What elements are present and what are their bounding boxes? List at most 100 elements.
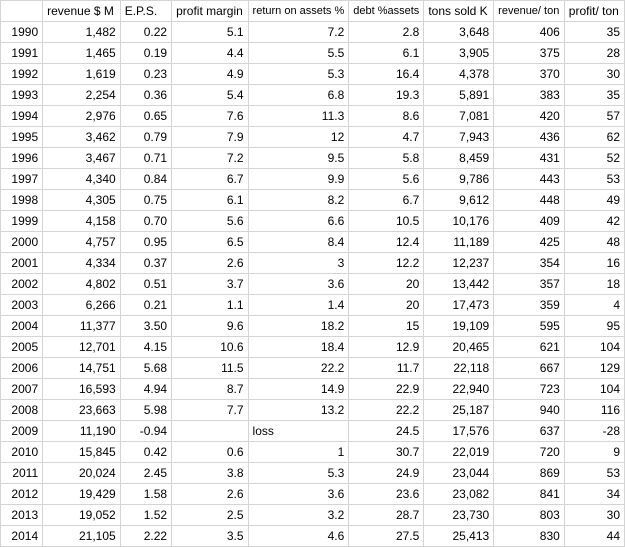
cell-eps: 0.70	[120, 211, 171, 232]
cell-revenue: 4,340	[43, 169, 121, 190]
cell-year: 2005	[1, 337, 43, 358]
cell-tons_sold_k: 8,459	[424, 148, 494, 169]
cell-revenue: 4,334	[43, 253, 121, 274]
cell-revenue: 16,593	[43, 379, 121, 400]
header-debt-pct-assets: debt %assets	[349, 1, 424, 22]
cell-revenue: 23,663	[43, 400, 121, 421]
cell-revenue_per_ton: 803	[494, 505, 565, 526]
cell-profit_per_ton: 57	[564, 106, 624, 127]
cell-profit_margin: 7.7	[172, 400, 248, 421]
table-row: 200823,6635.987.713.222.225,187940116	[1, 400, 625, 421]
cell-tons_sold_k: 23,730	[424, 505, 494, 526]
cell-revenue_per_ton: 406	[494, 22, 565, 43]
table-row: 201219,4291.582.63.623.623,08284134	[1, 484, 625, 505]
cell-profit_per_ton: 49	[564, 190, 624, 211]
cell-revenue: 21,105	[43, 526, 121, 547]
cell-revenue: 15,845	[43, 442, 121, 463]
cell-return_on_assets: 1.4	[248, 295, 349, 316]
cell-profit_margin: 5.6	[172, 211, 248, 232]
cell-profit_per_ton: 34	[564, 484, 624, 505]
cell-return_on_assets: 18.2	[248, 316, 349, 337]
cell-profit_margin: 5.4	[172, 85, 248, 106]
cell-tons_sold_k: 17,576	[424, 421, 494, 442]
cell-year: 2014	[1, 526, 43, 547]
cell-revenue: 11,190	[43, 421, 121, 442]
header-year	[1, 1, 43, 22]
cell-debt_pct_assets: 12.9	[349, 337, 424, 358]
cell-return_on_assets: 9.5	[248, 148, 349, 169]
table-row: 19963,4670.717.29.55.88,45943152	[1, 148, 625, 169]
table-row: 19942,9760.657.611.38.67,08142057	[1, 106, 625, 127]
cell-debt_pct_assets: 24.9	[349, 463, 424, 484]
cell-eps: 0.71	[120, 148, 171, 169]
cell-year: 1996	[1, 148, 43, 169]
table-row: 20036,2660.211.11.42017,4733594	[1, 295, 625, 316]
cell-revenue: 19,429	[43, 484, 121, 505]
cell-eps: 2.22	[120, 526, 171, 547]
cell-year: 1990	[1, 22, 43, 43]
cell-revenue_per_ton: 595	[494, 316, 565, 337]
cell-revenue_per_ton: 359	[494, 295, 565, 316]
data-table: revenue $ M E.P.S. profit margin return …	[0, 0, 625, 547]
cell-revenue_per_ton: 723	[494, 379, 565, 400]
table-row: 19911,4650.194.45.56.13,90537528	[1, 43, 625, 64]
cell-debt_pct_assets: 12.2	[349, 253, 424, 274]
cell-profit_per_ton: -28	[564, 421, 624, 442]
cell-return_on_assets: 3.2	[248, 505, 349, 526]
cell-tons_sold_k: 25,413	[424, 526, 494, 547]
cell-profit_margin: 6.1	[172, 190, 248, 211]
cell-tons_sold_k: 7,081	[424, 106, 494, 127]
cell-debt_pct_assets: 19.3	[349, 85, 424, 106]
cell-profit_per_ton: 44	[564, 526, 624, 547]
cell-profit_per_ton: 9	[564, 442, 624, 463]
cell-tons_sold_k: 9,786	[424, 169, 494, 190]
table-row: 20004,7570.956.58.412.411,18942548	[1, 232, 625, 253]
cell-eps: 0.65	[120, 106, 171, 127]
cell-return_on_assets: 6.8	[248, 85, 349, 106]
table-row: 19921,6190.234.95.316.44,37837030	[1, 64, 625, 85]
cell-revenue: 1,619	[43, 64, 121, 85]
cell-eps: -0.94	[120, 421, 171, 442]
cell-profit_margin: 7.6	[172, 106, 248, 127]
cell-tons_sold_k: 7,943	[424, 127, 494, 148]
cell-profit_margin: 4.9	[172, 64, 248, 85]
cell-return_on_assets: 8.4	[248, 232, 349, 253]
cell-debt_pct_assets: 5.6	[349, 169, 424, 190]
cell-return_on_assets: 7.2	[248, 22, 349, 43]
cell-revenue_per_ton: 354	[494, 253, 565, 274]
cell-profit_margin: 4.4	[172, 43, 248, 64]
cell-revenue: 12,701	[43, 337, 121, 358]
cell-eps: 0.21	[120, 295, 171, 316]
cell-tons_sold_k: 3,648	[424, 22, 494, 43]
cell-profit_margin: 8.7	[172, 379, 248, 400]
cell-revenue_per_ton: 720	[494, 442, 565, 463]
cell-profit_per_ton: 129	[564, 358, 624, 379]
cell-debt_pct_assets: 28.7	[349, 505, 424, 526]
cell-profit_margin	[172, 421, 248, 442]
cell-profit_margin: 11.5	[172, 358, 248, 379]
table-row: 200716,5934.948.714.922.922,940723104	[1, 379, 625, 400]
cell-revenue: 4,802	[43, 274, 121, 295]
header-revenue-per-ton: revenue/ ton	[494, 1, 565, 22]
cell-revenue: 2,254	[43, 85, 121, 106]
cell-revenue_per_ton: 375	[494, 43, 565, 64]
cell-year: 2003	[1, 295, 43, 316]
header-tons-sold: tons sold K	[424, 1, 494, 22]
table-body: 19901,4820.225.17.22.83,6484063519911,46…	[1, 22, 625, 547]
cell-eps: 0.42	[120, 442, 171, 463]
header-revenue: revenue $ M	[43, 1, 121, 22]
cell-eps: 0.22	[120, 22, 171, 43]
cell-tons_sold_k: 22,940	[424, 379, 494, 400]
cell-revenue: 4,158	[43, 211, 121, 232]
cell-eps: 1.52	[120, 505, 171, 526]
cell-year: 2012	[1, 484, 43, 505]
cell-debt_pct_assets: 16.4	[349, 64, 424, 85]
cell-profit_margin: 7.9	[172, 127, 248, 148]
header-profit-per-ton: profit/ ton	[564, 1, 624, 22]
cell-revenue_per_ton: 370	[494, 64, 565, 85]
cell-debt_pct_assets: 20	[349, 295, 424, 316]
cell-profit_per_ton: 4	[564, 295, 624, 316]
table-row: 19932,2540.365.46.819.35,89138335	[1, 85, 625, 106]
cell-tons_sold_k: 10,176	[424, 211, 494, 232]
cell-tons_sold_k: 19,109	[424, 316, 494, 337]
